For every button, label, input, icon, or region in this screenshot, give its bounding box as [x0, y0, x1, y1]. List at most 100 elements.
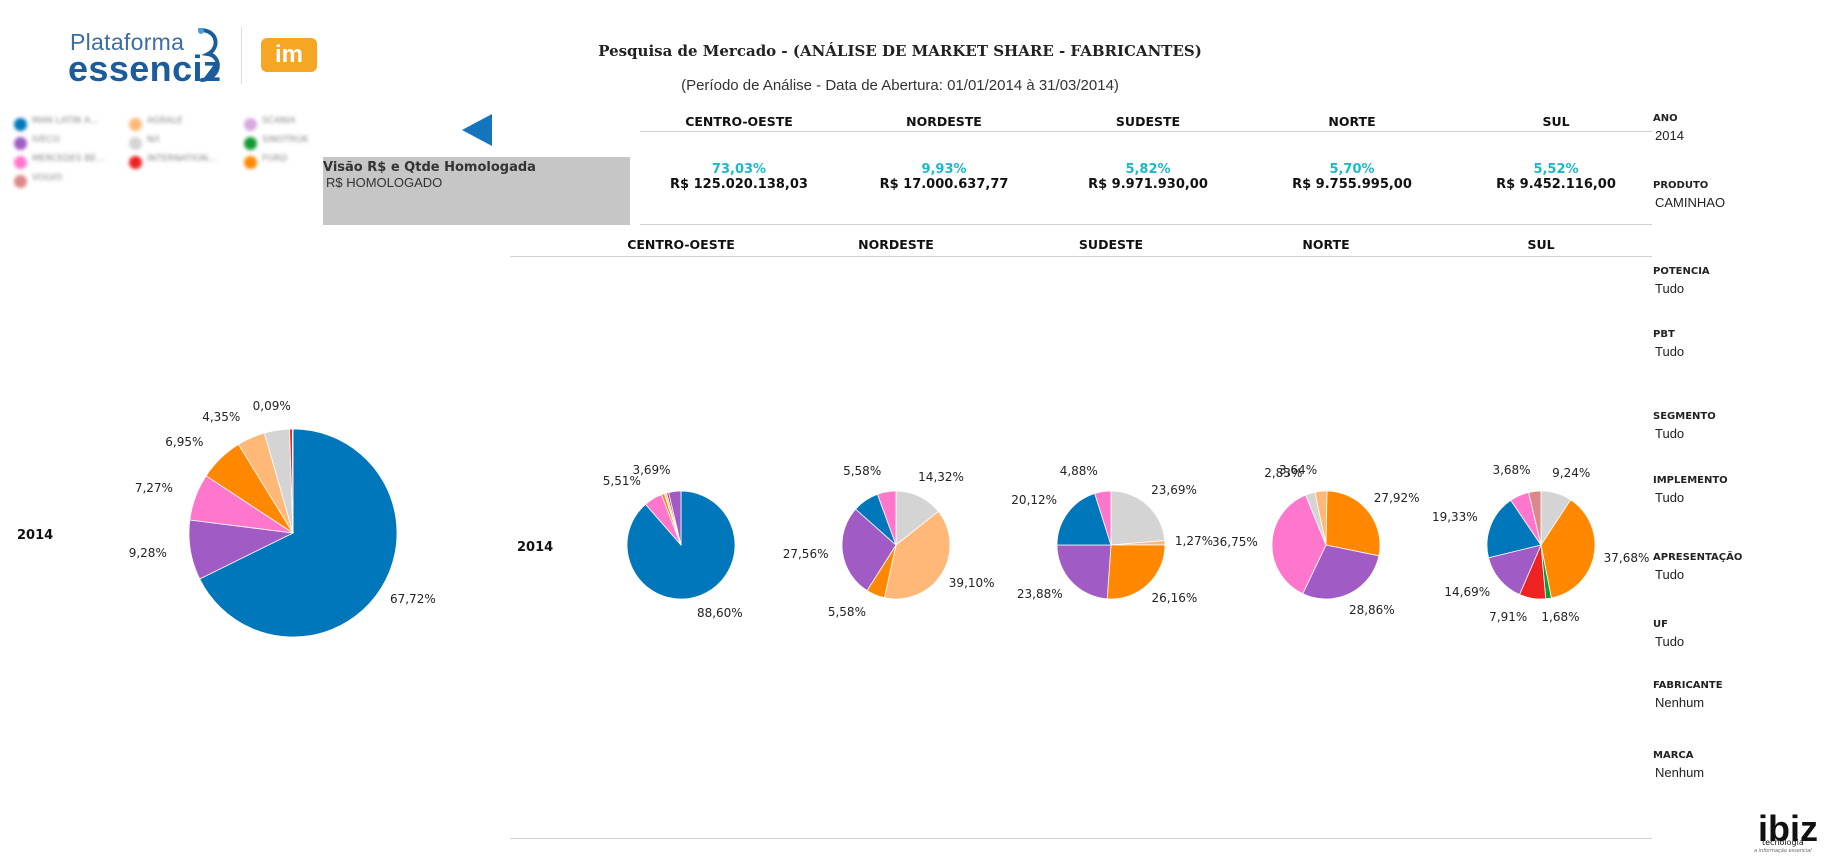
pie-slice[interactable]	[1305, 491, 1327, 546]
pie-slice[interactable]	[841, 508, 897, 592]
pie-slice-label: 3,69%	[632, 463, 671, 478]
legend-item[interactable]: SINOTRUK	[244, 134, 364, 152]
summary-region-amount: R$ 9.452.116,00	[1496, 177, 1616, 192]
summary-region-header: CENTRO-OESTE	[685, 114, 793, 129]
legend-color-swatch	[244, 137, 257, 150]
filter-value[interactable]: Nenhum	[1655, 765, 1705, 780]
pie-slice-label: 37,68%	[1603, 551, 1650, 566]
pie-slice[interactable]	[292, 428, 294, 534]
pie-slice[interactable]	[668, 490, 682, 546]
legend-label: VOLVO	[32, 173, 63, 183]
parameter-title: Visão R$ e Qtde Homologada	[323, 160, 536, 175]
back-arrow-icon[interactable]	[462, 114, 492, 146]
pie-slice-label: 3,64%	[1278, 463, 1318, 478]
pie-slice[interactable]	[1528, 490, 1542, 546]
legend-label: MERCEDES BE...	[32, 154, 105, 164]
legend-item[interactable]: SCANIA	[244, 115, 364, 133]
legend-item[interactable]: FORD	[244, 153, 364, 171]
legend-label: AGRALE	[147, 116, 183, 126]
filter-label: FABRICANTE	[1653, 680, 1723, 691]
pie-slice[interactable]	[1106, 544, 1166, 600]
logo-text-plataforma: Plataforma	[70, 29, 185, 55]
pie-slice-label: 7,91%	[1489, 610, 1528, 625]
filter-value[interactable]: Tudo	[1655, 490, 1685, 505]
pie-slice[interactable]	[1056, 544, 1112, 600]
filter-value[interactable]: Tudo	[1655, 634, 1685, 649]
pie-slice[interactable]	[1486, 499, 1542, 559]
pie-slice-label: 39,10%	[948, 576, 995, 591]
pie-slice[interactable]	[1488, 544, 1542, 596]
chart-bottom-divider	[510, 838, 1652, 839]
pie-slice[interactable]	[1302, 544, 1380, 600]
legend-color-swatch	[14, 118, 27, 131]
legend-item[interactable]: VOLVO	[14, 172, 134, 190]
pie-slice-label: 36,75%	[1212, 534, 1258, 549]
logo-divider	[241, 27, 242, 84]
legend-item[interactable]: MERCEDES BE...	[14, 153, 134, 171]
legend-item[interactable]: N/I	[129, 134, 249, 152]
filter-value[interactable]: Nenhum	[1655, 695, 1705, 710]
filter-value[interactable]: Tudo	[1655, 344, 1685, 359]
pie-slice-label: 27,92%	[1373, 490, 1420, 505]
ibiz-logo-sub: tecnologia	[1762, 838, 1804, 847]
pie-slice-label: 6,95%	[165, 434, 204, 449]
pie-slice-label: 5,58%	[827, 605, 866, 620]
pie-slice-label: 14,32%	[918, 470, 964, 485]
summary-bottom-divider	[640, 224, 1652, 225]
pie-slice-label: 0,09%	[252, 399, 291, 413]
summary-header-divider	[640, 131, 1652, 132]
parameter-box[interactable]	[323, 157, 630, 225]
pie-slice-label: 9,24%	[1552, 466, 1591, 481]
pie-slice[interactable]	[1094, 490, 1112, 546]
filter-value[interactable]: 2014	[1655, 128, 1684, 143]
pie-slice[interactable]	[884, 510, 951, 600]
year-label-regions: 2014	[517, 540, 554, 555]
legend-item[interactable]: IVECO	[14, 134, 134, 152]
pie-slice-label: 3,68%	[1492, 463, 1531, 478]
legend-item[interactable]: MAN LATIN A...	[14, 115, 134, 133]
filter-label: MARCA	[1653, 750, 1694, 761]
page-title: Pesquisa de Mercado - (ANÁLISE DE MARKET…	[598, 42, 1202, 60]
filter-value[interactable]: Tudo	[1655, 281, 1685, 296]
filter-label: POTENCIA	[1653, 266, 1710, 277]
legend-color-swatch	[129, 156, 142, 169]
filter-label: IMPLEMENTO	[1653, 475, 1728, 486]
region-column-header: SUL	[1527, 237, 1555, 252]
pie-slice[interactable]	[1110, 490, 1166, 546]
parameter-value[interactable]: R$ HOMOLOGADO	[326, 175, 443, 190]
pie-slice-label: 23,88%	[1016, 587, 1063, 602]
legend-color-swatch	[244, 118, 257, 131]
filter-value[interactable]: Tudo	[1655, 567, 1685, 582]
legend-item[interactable]: INTERNATION...	[129, 153, 249, 171]
summary-region-header: NORDESTE	[906, 114, 982, 129]
legend-color-swatch	[14, 175, 27, 188]
pie-slice[interactable]	[199, 428, 398, 638]
pie-slice[interactable]	[876, 490, 897, 546]
region-header-divider	[510, 256, 1652, 257]
summary-region-header: SUL	[1542, 114, 1570, 129]
pie-slice[interactable]	[1056, 493, 1112, 546]
legend-color-swatch	[244, 156, 257, 169]
filter-label: APRESENTAÇÃO	[1653, 552, 1743, 563]
im-logo-badge: im	[261, 38, 317, 72]
filter-value[interactable]: Tudo	[1655, 426, 1685, 441]
ibiz-logo-tagline: a informação essencial	[1754, 848, 1812, 854]
pie-slice-label: 28,86%	[1348, 603, 1395, 618]
pie-slice-label: 5,51%	[602, 473, 641, 488]
legend-label: IVECO	[32, 135, 60, 145]
legend-label: FORD	[262, 154, 288, 164]
pie-slice[interactable]	[1540, 499, 1596, 599]
region-column-header: CENTRO-OESTE	[627, 237, 735, 252]
summary-region-percent: 73,03%	[711, 162, 767, 177]
pie-slice-label: 2,83%	[1264, 466, 1303, 481]
pie-slice[interactable]	[1325, 490, 1381, 557]
year-label-total: 2014	[17, 528, 54, 543]
legend-color-swatch	[129, 118, 142, 131]
summary-region-header: NORTE	[1328, 114, 1376, 129]
filter-value[interactable]: CAMINHAO	[1655, 195, 1726, 210]
pie-slice-label: 19,33%	[1431, 510, 1478, 525]
pie-slice[interactable]	[1271, 494, 1327, 595]
pie-slice-label: 88,60%	[696, 606, 743, 621]
pie-slice-label: 20,12%	[1011, 493, 1058, 508]
legend-item[interactable]: AGRALE	[129, 115, 249, 133]
